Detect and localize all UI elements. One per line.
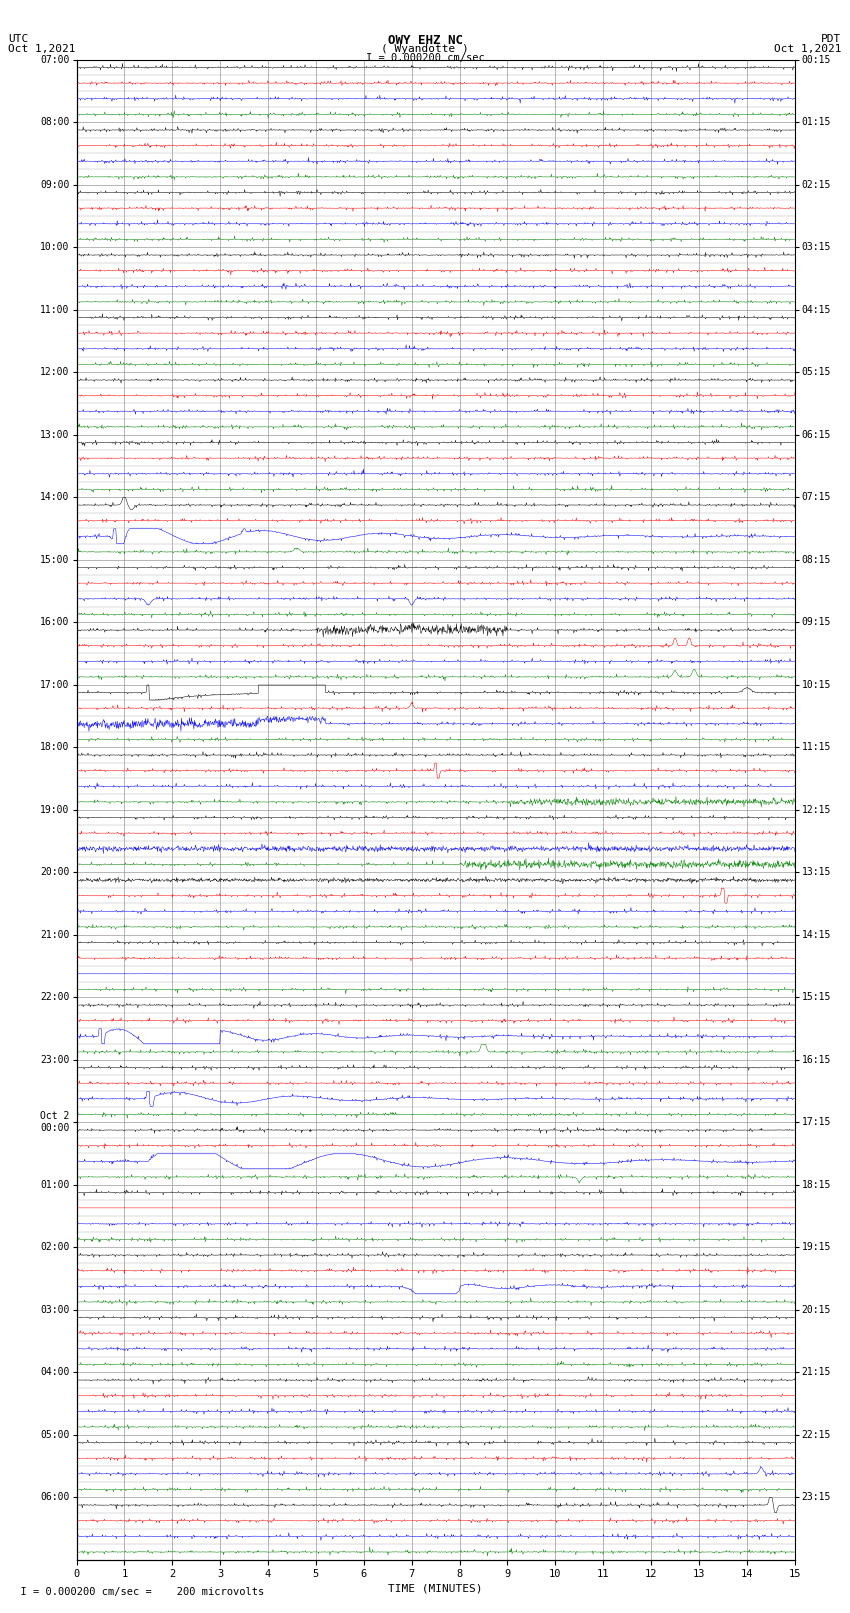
Text: Oct 1,2021: Oct 1,2021 <box>8 44 76 53</box>
Text: Oct 1,2021: Oct 1,2021 <box>774 44 842 53</box>
Text: I = 0.000200 cm/sec: I = 0.000200 cm/sec <box>366 53 484 63</box>
Text: OWY EHZ NC: OWY EHZ NC <box>388 34 462 47</box>
Text: ( Wyandotte ): ( Wyandotte ) <box>381 44 469 53</box>
Text: UTC: UTC <box>8 34 29 44</box>
Text: PDT: PDT <box>821 34 842 44</box>
Text: I = 0.000200 cm/sec =    200 microvolts: I = 0.000200 cm/sec = 200 microvolts <box>8 1587 264 1597</box>
X-axis label: TIME (MINUTES): TIME (MINUTES) <box>388 1584 483 1594</box>
